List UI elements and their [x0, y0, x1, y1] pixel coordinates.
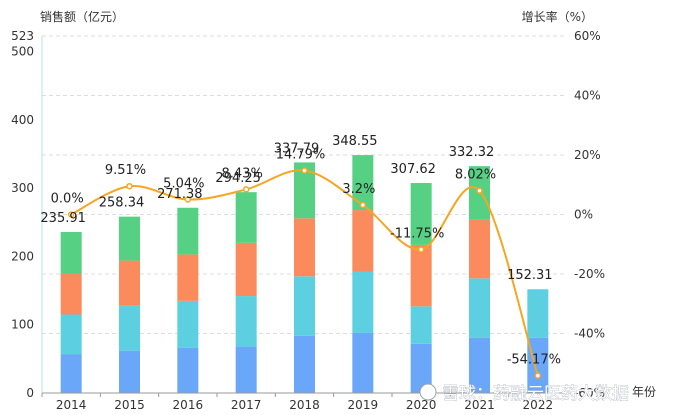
y-right-tick-label: -40%	[574, 327, 605, 341]
growth-point	[359, 201, 367, 209]
x-tick-label: 2015	[114, 398, 145, 412]
growth-label: 3.2%	[342, 182, 375, 197]
y-right-tick-label: 0%	[574, 208, 593, 222]
y-right-tick-label: 20%	[574, 148, 601, 162]
y-left-tick-label: 500	[11, 45, 34, 59]
bar-total-label: 271.38	[157, 187, 203, 202]
watermark-text: 雪球：药融云医药大数据	[442, 384, 629, 404]
y-right-tick-label: -20%	[574, 267, 605, 281]
bar-segment	[294, 276, 315, 336]
bar-segment	[177, 347, 199, 393]
bar-segment	[119, 260, 140, 306]
y-right-title: 增长率（%）	[522, 9, 593, 24]
growth-point	[476, 187, 483, 194]
bar-total-label: 235.91	[40, 211, 86, 226]
bar-segment	[294, 335, 315, 393]
bar-segment	[410, 343, 432, 393]
bar-segment	[60, 354, 82, 393]
bar-segment	[119, 305, 140, 351]
growth-point	[242, 186, 250, 193]
bar-segment	[235, 296, 257, 347]
bar-segment	[60, 273, 82, 315]
x-tick-label: 2016	[173, 398, 204, 412]
y-left-tick-label: 523	[11, 29, 34, 43]
bar-segment	[410, 183, 432, 245]
growth-label: 8.02%	[455, 168, 496, 183]
growth-point	[67, 211, 75, 218]
bar-total-label: 152.31	[507, 268, 553, 283]
bar-segment	[294, 218, 315, 277]
bar-total-label: 307.62	[390, 162, 436, 177]
growth-point	[301, 167, 308, 174]
growth-point	[126, 182, 133, 190]
x-tick-label: 2017	[231, 398, 262, 412]
growth-label: -54.17%	[507, 353, 561, 368]
x-tick-label: 2020	[406, 398, 437, 412]
bar-segment	[60, 314, 82, 355]
bar-segment	[527, 337, 549, 393]
bar-segment	[235, 346, 257, 393]
x-tick-label: 2022	[523, 398, 554, 412]
growth-label: 8.43%	[222, 166, 263, 181]
x-tick-label: 2019	[348, 398, 379, 412]
x-tick-label: 2014	[56, 398, 87, 412]
bar-segment	[469, 219, 490, 279]
growth-point	[417, 246, 425, 253]
y-left-tick-label: 0	[26, 386, 34, 400]
bar-total-label: 258.34	[99, 196, 145, 211]
bar-segment	[352, 271, 374, 333]
bar-segment	[60, 231, 82, 274]
bar-segment	[119, 216, 140, 261]
growth-line	[67, 167, 542, 379]
y-right-tick-label: 60%	[574, 29, 601, 43]
snowball-logo-icon	[419, 383, 437, 401]
growth-point	[184, 196, 192, 203]
bar-segment	[177, 300, 199, 348]
growth-point	[534, 372, 542, 379]
y-right-tick-label: 40%	[574, 89, 601, 103]
y-left-title: 销售额（亿元）	[40, 9, 124, 24]
bar-total-label: 348.55	[332, 134, 378, 149]
bar-segment	[410, 244, 432, 307]
growth-label: 14.79%	[276, 147, 326, 162]
bar-total-label: 337.79	[274, 141, 320, 156]
bar-segment	[235, 192, 257, 243]
y-left-tick-label: 400	[11, 113, 34, 127]
bar-segment	[410, 306, 432, 344]
bar-segment	[352, 210, 374, 272]
watermark: 雪球：药融云医药大数据	[419, 383, 629, 404]
bar-segment	[119, 350, 140, 393]
growth-label: 9.51%	[105, 163, 146, 178]
x-tick-label: 2018	[289, 398, 320, 412]
data-labels: 235.91 258.34 271.38 294.25 337.79 348.55 307.…	[40, 134, 561, 368]
axes: -60% -40% -20% 0% 20% 40% 60% 0 100 200 300 400 500 5…	[11, 29, 605, 412]
y-right-tick-label: -60%	[574, 386, 605, 400]
bar-segment	[469, 337, 490, 393]
bar-total-label: 332.32	[449, 145, 495, 160]
bar-segment	[177, 207, 199, 255]
bar-total-label: 294.25	[215, 171, 261, 186]
bar-segment	[527, 289, 549, 338]
bar-segment	[352, 332, 374, 393]
y-left-tick-label: 100	[11, 318, 34, 332]
x-axis-end-label: 年份	[632, 385, 656, 399]
bar-stacks	[60, 155, 549, 393]
bar-segment	[294, 162, 315, 219]
growth-label: 0.0%	[51, 192, 84, 207]
x-tick-label: 2021	[464, 398, 495, 412]
y-left-tick-label: 200	[11, 249, 34, 263]
y-left-tick-label: 300	[11, 181, 34, 195]
bar-segment	[352, 155, 374, 211]
growth-label: 5.04%	[163, 177, 204, 192]
bar-segment	[469, 278, 490, 338]
growth-label: -11.75%	[390, 226, 444, 241]
bar-segment	[177, 254, 199, 301]
bar-segment	[235, 242, 257, 297]
